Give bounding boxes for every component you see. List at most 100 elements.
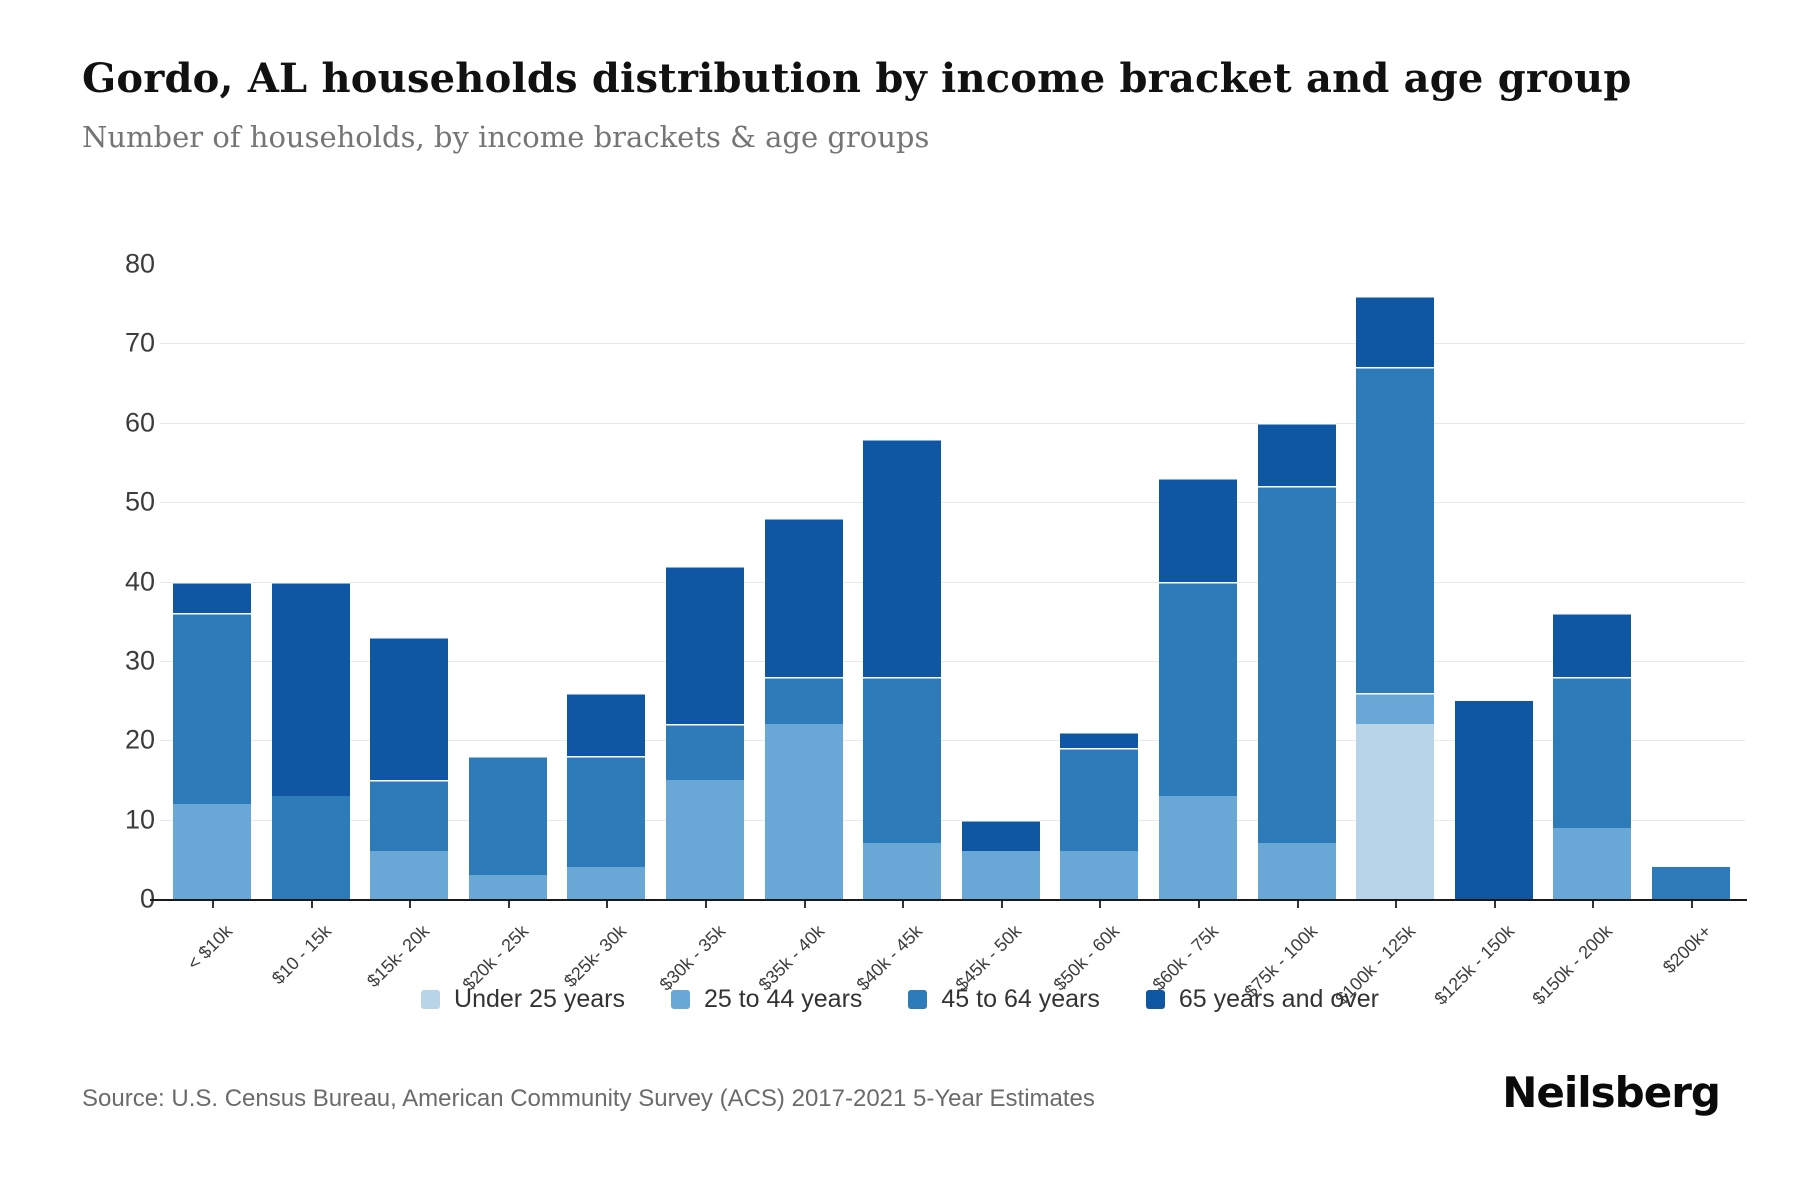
x-axis-label: $200k+ xyxy=(1658,921,1716,978)
source-note: Source: U.S. Census Bureau, American Com… xyxy=(82,1085,1095,1112)
x-axis-label: < $10k xyxy=(183,921,237,974)
bar-segment[interactable] xyxy=(1652,867,1730,899)
y-axis-tick-label: 20 xyxy=(124,724,155,755)
bar-segment[interactable] xyxy=(1257,843,1336,899)
bar-segment[interactable] xyxy=(1060,732,1139,749)
x-axis-label: $10 - 15k xyxy=(267,921,335,989)
bar--150k-200k xyxy=(1553,266,1632,899)
bar-segment[interactable] xyxy=(468,756,547,876)
bar-segment[interactable] xyxy=(173,581,251,614)
bar-segment[interactable] xyxy=(1257,486,1336,844)
bar-segment[interactable] xyxy=(468,875,547,899)
bar-segment[interactable] xyxy=(271,795,350,899)
bar-segment[interactable] xyxy=(764,518,843,677)
bar-segment[interactable] xyxy=(863,438,942,677)
bar--75k-100k xyxy=(1257,266,1336,899)
legend-label: Under 25 years xyxy=(454,985,625,1013)
x-axis-tick xyxy=(1493,901,1496,908)
legend-label: 45 to 64 years xyxy=(941,985,1100,1013)
x-axis-tick xyxy=(705,901,707,908)
bar-segment[interactable] xyxy=(1159,795,1237,899)
y-axis-tick-label: 60 xyxy=(124,407,155,438)
bar-segment[interactable] xyxy=(370,637,449,780)
bar-segment[interactable] xyxy=(1356,367,1435,693)
bar-segment[interactable] xyxy=(666,724,744,780)
bar-segment[interactable] xyxy=(666,565,744,725)
y-gridline xyxy=(160,502,1745,504)
legend-item-65-years-and-over[interactable]: 65 years and over xyxy=(1145,985,1379,1014)
legend-item-25-to-44-years[interactable]: 25 to 44 years xyxy=(670,985,863,1014)
x-axis-tick xyxy=(409,901,412,908)
neilsberg-logo: Neilsberg xyxy=(1502,1068,1721,1117)
bar-segment[interactable] xyxy=(567,756,646,868)
x-axis-label: $25k- 30k xyxy=(560,921,631,992)
bar-segment[interactable] xyxy=(173,803,251,899)
bar--50k-60k xyxy=(1060,266,1139,899)
legend-swatch-icon xyxy=(421,990,441,1009)
bar-segment[interactable] xyxy=(863,843,942,899)
bar-segment[interactable] xyxy=(173,613,251,804)
bar-segment[interactable] xyxy=(1454,700,1533,899)
bar--10-15k xyxy=(271,266,350,899)
y-gridline xyxy=(160,660,1745,662)
x-axis-tick xyxy=(212,901,214,908)
bar-segment[interactable] xyxy=(1060,851,1139,899)
x-axis-tick xyxy=(1395,901,1398,908)
y-axis-tick-label: 80 xyxy=(124,248,155,279)
legend-swatch-icon xyxy=(670,990,690,1009)
y-axis-tick-label: 50 xyxy=(124,486,155,517)
x-axis-tick xyxy=(507,901,510,908)
bar-segment[interactable] xyxy=(764,724,843,899)
legend: Under 25 years 25 to 44 years 45 to 64 yea… xyxy=(0,985,1800,1014)
bar-segment[interactable] xyxy=(567,692,646,757)
bar-segment[interactable] xyxy=(1356,724,1435,899)
y-axis-tick-label: 40 xyxy=(124,566,155,596)
y-axis-tick-label: 70 xyxy=(124,327,155,358)
bar--45k-50k xyxy=(961,266,1040,899)
bar-segment[interactable] xyxy=(1257,422,1336,487)
legend-item-45-to-64-years[interactable]: 45 to 64 years xyxy=(908,985,1100,1014)
bar-segment[interactable] xyxy=(1159,581,1237,796)
legend-label: 25 to 44 years xyxy=(703,985,863,1013)
bar-segment[interactable] xyxy=(1356,692,1435,725)
x-axis-tick xyxy=(606,901,609,908)
bar-segment[interactable] xyxy=(271,581,350,796)
bar-segment[interactable] xyxy=(666,779,744,899)
bar--35k-40k xyxy=(764,266,843,899)
bar--10k xyxy=(173,266,251,899)
bar-segment[interactable] xyxy=(567,867,646,899)
bar-segment[interactable] xyxy=(1060,748,1139,852)
legend-item-under-25-years[interactable]: Under 25 years xyxy=(421,985,625,1014)
bar--30k-35k xyxy=(666,266,744,899)
bar--100k-125k xyxy=(1356,266,1435,899)
bar--15k-20k xyxy=(370,266,449,899)
bar-segment[interactable] xyxy=(1553,676,1632,828)
x-axis-line xyxy=(150,899,1747,901)
bar-segment[interactable] xyxy=(961,851,1040,899)
y-gridline xyxy=(160,343,1745,345)
legend-label: 65 years and over xyxy=(1178,985,1379,1013)
bar-segment[interactable] xyxy=(764,676,843,725)
bar--20k-25k xyxy=(468,266,547,899)
bar-segment[interactable] xyxy=(1159,478,1237,582)
x-axis-label: $15k- 20k xyxy=(363,921,434,992)
bar-segment[interactable] xyxy=(961,819,1040,852)
bar-segment[interactable] xyxy=(1553,827,1632,899)
legend-swatch-icon xyxy=(908,990,928,1009)
bar-segment[interactable] xyxy=(1553,613,1632,677)
x-axis-tick xyxy=(1296,901,1299,908)
bar-segment[interactable] xyxy=(1356,295,1435,368)
bar--25k-30k xyxy=(567,266,646,899)
plot-area: 0 10 20 30 40 50 60 70 80 < $10k $10 - 15k $15k- 20… xyxy=(0,249,1800,1009)
bar-segment[interactable] xyxy=(370,779,449,852)
x-axis-tick xyxy=(1691,901,1693,908)
legend-swatch-icon xyxy=(1145,990,1165,1009)
x-axis-tick xyxy=(803,901,806,908)
chart-title: Gordo, AL households distribution by inc… xyxy=(82,55,1632,102)
bar-segment[interactable] xyxy=(863,676,942,844)
bar-segment[interactable] xyxy=(370,851,449,899)
y-gridline xyxy=(160,422,1745,424)
bar--60k-75k xyxy=(1159,266,1237,899)
x-axis-tick xyxy=(1000,901,1003,908)
